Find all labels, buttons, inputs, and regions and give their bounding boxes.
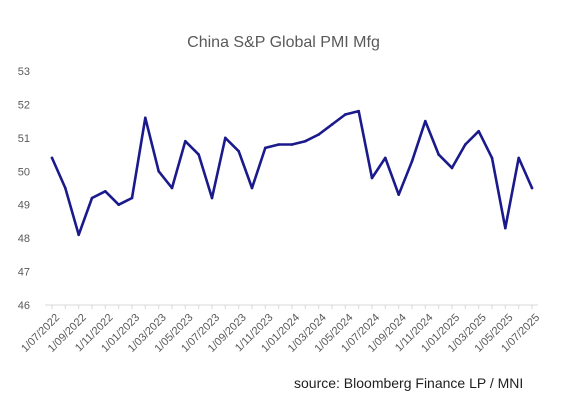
data-point xyxy=(504,226,507,230)
data-point xyxy=(264,146,267,150)
data-point xyxy=(410,159,414,163)
y-tick-label: 47 xyxy=(18,267,30,279)
data-point xyxy=(344,113,347,116)
y-axis-labels: 46 47 48 49 50 51 52 53 xyxy=(18,66,30,312)
data-point xyxy=(397,193,400,196)
y-tick-label: 49 xyxy=(18,200,30,212)
x-axis: 1/07/20221/09/20221/11/20221/01/20231/03… xyxy=(19,304,542,355)
data-point xyxy=(90,196,94,200)
data-point xyxy=(77,233,80,237)
data-point xyxy=(330,123,334,126)
data-point xyxy=(357,109,360,113)
y-tick-label: 53 xyxy=(18,66,30,78)
data-point xyxy=(384,156,387,160)
data-point xyxy=(157,169,160,173)
data-point xyxy=(317,133,320,136)
y-tick-label: 52 xyxy=(18,99,30,111)
data-point xyxy=(197,153,200,156)
data-point xyxy=(517,156,520,160)
data-point xyxy=(437,153,440,156)
data-point xyxy=(210,196,214,200)
chart-title: China S&P Global PMI Mfg xyxy=(187,34,380,51)
data-point xyxy=(450,166,454,170)
data-point xyxy=(130,196,134,200)
data-point xyxy=(290,143,294,146)
data-point xyxy=(370,176,374,180)
data-point xyxy=(117,203,120,207)
y-tick-label: 50 xyxy=(18,166,30,178)
y-tick-label: 48 xyxy=(18,233,30,245)
data-point xyxy=(104,190,107,193)
data-point xyxy=(64,186,67,190)
chart-source: source: Bloomberg Finance LP / MNI xyxy=(294,375,524,391)
data-point xyxy=(530,186,534,190)
data-point xyxy=(144,116,147,120)
data-point xyxy=(50,156,54,160)
data-point xyxy=(184,139,187,143)
data-point xyxy=(464,143,467,146)
data-point xyxy=(477,129,480,133)
data-point xyxy=(170,186,174,190)
data-point xyxy=(224,136,227,140)
y-tick-label: 46 xyxy=(18,300,30,312)
y-tick-label: 51 xyxy=(18,133,30,145)
data-point xyxy=(237,149,240,153)
data-point xyxy=(277,143,280,146)
series-line xyxy=(50,109,534,237)
data-point xyxy=(424,119,427,123)
series-layer xyxy=(50,109,534,237)
data-point xyxy=(250,186,254,190)
data-point xyxy=(490,156,494,160)
data-point xyxy=(304,139,307,143)
